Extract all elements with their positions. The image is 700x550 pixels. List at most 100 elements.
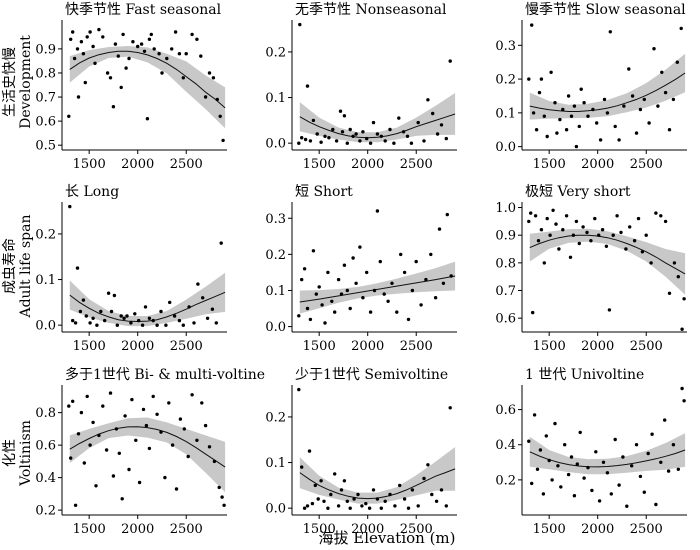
confidence-band [299, 93, 456, 143]
data-point [602, 97, 607, 102]
data-point [422, 139, 426, 143]
data-point [155, 412, 159, 416]
y-tick-label: 0.2 [495, 473, 516, 488]
data-point [371, 120, 376, 125]
data-point [103, 318, 107, 323]
data-point [167, 401, 171, 405]
x-tick-label: 2500 [630, 522, 663, 537]
x-tick-label: 2000 [581, 339, 614, 354]
data-point [656, 104, 660, 108]
data-point [542, 114, 546, 118]
panel-9: 1 世代 Univoltine 1500 2000 2500 0.2 0.4 0.6 [495, 367, 687, 537]
data-point [84, 314, 89, 318]
y-tick-label: 0.2 [35, 504, 56, 519]
data-point [659, 460, 663, 464]
y-tick-label: 0.0 [495, 140, 516, 155]
data-point [564, 128, 569, 132]
fit-line [299, 113, 456, 139]
confidence-band [69, 46, 226, 129]
data-point [308, 317, 313, 322]
x-tick-label: 1500 [73, 157, 106, 172]
data-point [75, 266, 80, 270]
data-point [591, 107, 595, 112]
data-point [300, 277, 304, 282]
data-point [652, 47, 656, 51]
x-tick-label: 1500 [303, 339, 336, 354]
data-point [644, 233, 648, 237]
data-point [348, 506, 352, 510]
data-point [406, 506, 411, 510]
data-point [410, 288, 415, 293]
data-point [402, 270, 407, 275]
x-tick-label: 2500 [630, 157, 663, 172]
data-point [640, 250, 645, 254]
data-point [136, 44, 140, 49]
data-point [113, 42, 118, 46]
data-point [131, 40, 135, 44]
data-point [129, 321, 133, 325]
data-point [388, 127, 392, 132]
panel-title: 1 世代 Univoltine [525, 367, 644, 383]
data-point [192, 321, 196, 325]
data-point [217, 485, 221, 490]
y-tick-label: 0.1 [265, 284, 286, 299]
data-point [545, 216, 549, 221]
data-point [151, 394, 155, 399]
data-point [352, 497, 356, 501]
data-point [367, 506, 372, 510]
data-point [339, 292, 344, 296]
data-point [199, 54, 203, 58]
data-point [140, 323, 145, 327]
data-point [326, 270, 330, 275]
data-point [600, 228, 605, 232]
x-tick-label: 2000 [121, 339, 154, 354]
data-point [149, 32, 153, 37]
data-point [173, 30, 178, 34]
data-point [604, 244, 609, 248]
x-tick-label: 2500 [170, 339, 203, 354]
data-point [314, 292, 318, 296]
data-point [67, 114, 71, 119]
data-point [78, 309, 83, 314]
data-point [172, 314, 177, 318]
data-point [184, 52, 188, 56]
data-point [582, 476, 586, 480]
x-tick-label: 2000 [121, 522, 154, 537]
data-point [345, 288, 349, 293]
data-point [549, 70, 553, 75]
data-point [88, 321, 92, 325]
data-point [613, 437, 617, 442]
y-tick-label: 0.7 [35, 91, 56, 106]
y-tick-label: 0.7 [495, 284, 516, 299]
data-point [147, 446, 152, 451]
y-tick-label: 0.8 [35, 66, 56, 81]
data-point [81, 298, 86, 302]
data-point [636, 216, 641, 221]
data-point [386, 299, 390, 303]
data-point [119, 314, 123, 318]
y-tick-label: 0.9 [35, 42, 56, 57]
data-point [125, 314, 129, 318]
data-point [402, 497, 407, 501]
data-point [680, 327, 684, 331]
data-point [561, 107, 565, 112]
data-point [679, 26, 683, 31]
data-point [190, 393, 194, 397]
data-point [196, 282, 200, 286]
data-point [127, 467, 131, 472]
y-tick-label: 0.1 [495, 106, 516, 121]
y-tick-label: 0.2 [265, 410, 286, 425]
data-point [201, 296, 205, 300]
data-point [108, 391, 113, 395]
data-point [566, 472, 571, 477]
data-point [95, 323, 99, 327]
data-point [212, 459, 217, 464]
data-point [426, 98, 430, 102]
data-point [527, 77, 531, 81]
data-point [105, 71, 110, 75]
fit-line [529, 234, 686, 275]
data-point [378, 259, 382, 264]
data-point [533, 214, 538, 218]
data-point [200, 401, 204, 405]
data-point [317, 285, 321, 289]
